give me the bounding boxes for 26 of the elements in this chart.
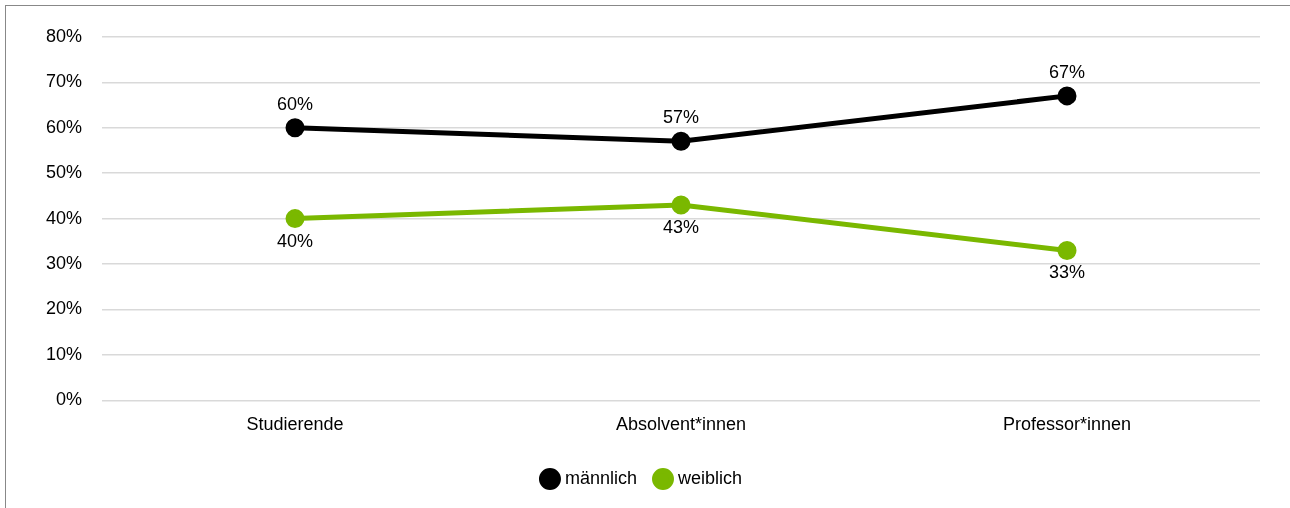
point [671, 131, 691, 151]
point [285, 118, 305, 138]
data-label: 57% [663, 107, 700, 128]
y-tick-label: 20% [46, 298, 83, 319]
point [285, 209, 305, 229]
y-tick-label: 70% [46, 71, 83, 92]
point [1057, 86, 1077, 106]
legend-label: männlich [564, 467, 638, 488]
point [1057, 240, 1077, 260]
y-tick-label: 60% [46, 116, 83, 137]
x-tick-label: Professor*innen [1002, 414, 1132, 435]
data-label: 67% [1048, 61, 1086, 82]
y-tick-label: 10% [46, 343, 83, 364]
data-label: 60% [277, 93, 314, 114]
data-label: 43% [663, 216, 700, 237]
x-tick-label: Studierende [246, 414, 344, 435]
data-label: 40% [277, 230, 314, 251]
x-tick-label: Absolvent*innen [615, 414, 747, 435]
legend-label: weiblich [677, 467, 743, 488]
y-tick-label: 80% [46, 25, 83, 46]
y-tick-label: 30% [46, 253, 83, 274]
point [671, 195, 691, 215]
data-label: 33% [1048, 262, 1086, 283]
y-tick-label: 40% [46, 207, 83, 228]
y-tick-label: 50% [46, 162, 83, 183]
y-tick-label: 0% [56, 389, 83, 410]
